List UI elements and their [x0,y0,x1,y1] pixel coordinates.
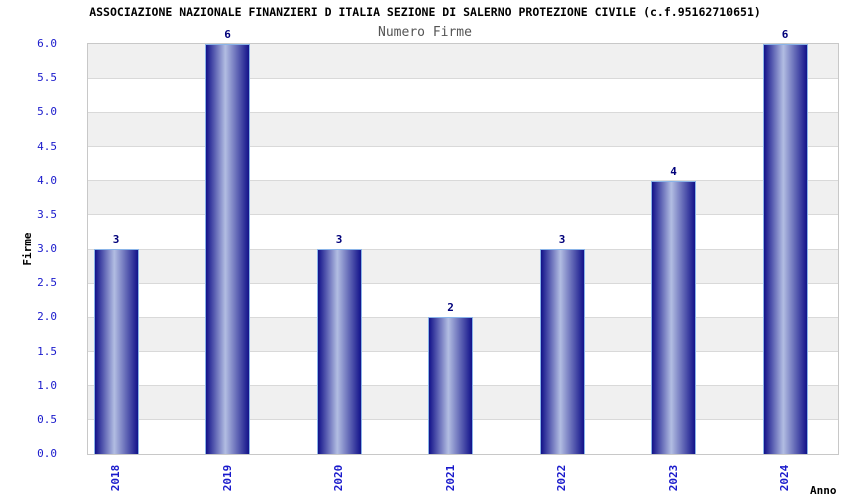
x-tick-label: 2019 [220,464,234,492]
gridline [88,316,838,318]
bar-value-label: 6 [224,28,231,41]
bar-value-label: 3 [558,233,566,246]
bar-value-label: 3 [112,233,120,246]
gridline [88,77,838,79]
plot-band [88,44,838,79]
bar-value-label: 3 [335,233,343,246]
bar-value-label: 6 [781,28,789,41]
bar-value-label: 2 [447,301,454,315]
y-tick-label: 1.5 [37,344,57,358]
plot-band [88,249,838,284]
bar-2019 [205,44,250,454]
gridline [88,248,838,250]
y-tick-label: 4.5 [37,139,57,153]
x-tick-label: 2021 [443,464,457,492]
x-tick-label: 2018 [109,464,122,492]
chart-title: ASSOCIAZIONE NAZIONALE FINANZIERI D ITAL… [89,5,761,19]
y-tick-label: 2.5 [37,276,57,290]
y-tick-label: 0.0 [37,447,57,460]
gridline [88,180,838,182]
y-tick-label: 4.0 [37,173,57,187]
x-tick-label: 2024 [778,464,791,492]
y-tick-label: 1.0 [37,378,57,392]
bar-2024 [762,44,808,454]
y-tick-label: 3.5 [37,207,57,221]
x-tick-label: 2020 [332,464,345,492]
plot-area: 3 6 3 2 3 4 6 [87,28,839,455]
gridline [88,146,838,147]
plot-band [88,78,838,113]
plot-band [88,112,838,147]
y-tick-label: 0.5 [37,412,57,426]
plot-band [88,180,838,215]
bar-2023 [651,180,696,454]
gridline [88,282,838,284]
bar-2022 [539,249,585,454]
y-tick-label: 2.0 [37,310,57,324]
bar-value-label: 4 [670,164,677,178]
chart-subtitle: Numero Firme [378,25,472,40]
y-tick-label: 6.0 [37,37,57,50]
gridline [88,111,838,113]
y-tick-label: 5.0 [37,105,57,119]
plot-band [88,146,838,181]
bar-2021 [428,317,473,454]
y-tick-label: 5.5 [37,71,57,85]
x-tick-label: 2022 [555,464,568,492]
y-tick-label: 3.0 [37,242,57,255]
bar-2018 [93,249,139,454]
x-tick-label: 2023 [666,464,680,492]
gridline [88,214,838,216]
x-axis-title: Anno [810,484,837,497]
plot-band [88,214,838,249]
bar-2020 [316,249,362,454]
